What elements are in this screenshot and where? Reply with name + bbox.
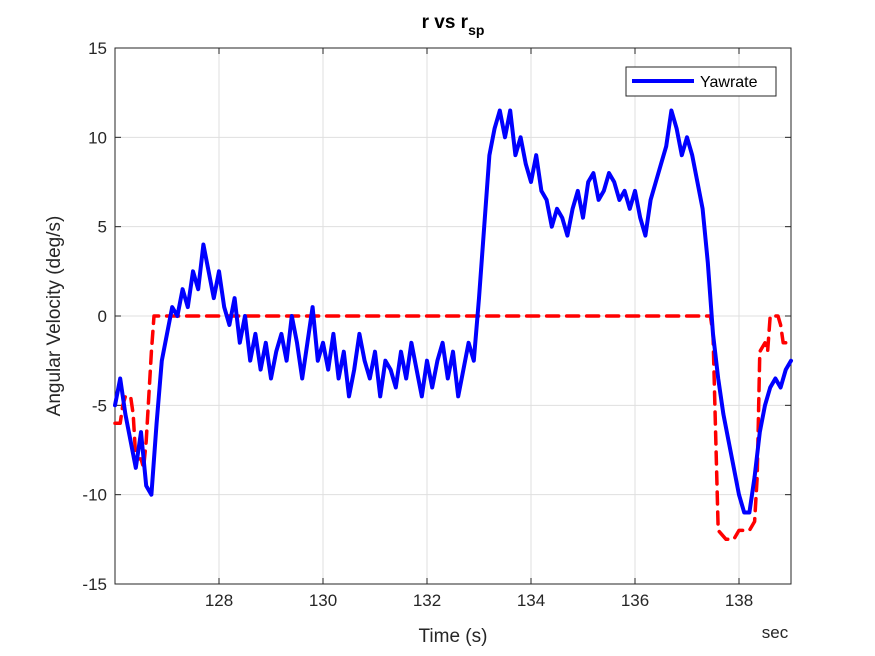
y-tick-label: 15 — [88, 39, 107, 58]
setpoint-series-line — [113, 314, 793, 542]
legend-label-yawrate: Yawrate — [700, 74, 758, 91]
chart-title: r vs rsp — [422, 12, 485, 38]
x-tick-label: 134 — [517, 591, 545, 610]
x-axis-label: Time (s) — [419, 626, 488, 647]
yawrate-series-line — [113, 108, 793, 515]
series-group — [113, 108, 793, 542]
x-tick-label: 130 — [309, 591, 337, 610]
y-tick-label: -15 — [82, 575, 107, 594]
y-tick-label: -10 — [82, 486, 107, 505]
y-tick-label: 5 — [98, 218, 107, 237]
y-tick-label: -5 — [92, 396, 107, 415]
axis-ticks: 128 130 132 134 136 138 -15 -10 -5 0 5 10 15 — [82, 39, 791, 610]
x-tick-label: 138 — [725, 591, 753, 610]
x-tick-label: 128 — [205, 591, 233, 610]
chart-title-main: r vs r — [422, 12, 469, 33]
legend[interactable]: Yawrate — [625, 66, 777, 97]
x-tick-label: 132 — [413, 591, 441, 610]
y-tick-label: 0 — [98, 307, 107, 326]
x-tick-label: 136 — [621, 591, 649, 610]
x-axis-unit-label: sec — [762, 623, 789, 642]
y-axis-label: Angular Velocity (deg/s) — [44, 216, 65, 417]
y-tick-label: 10 — [88, 128, 107, 147]
chart-title-subscript: sp — [468, 22, 484, 38]
